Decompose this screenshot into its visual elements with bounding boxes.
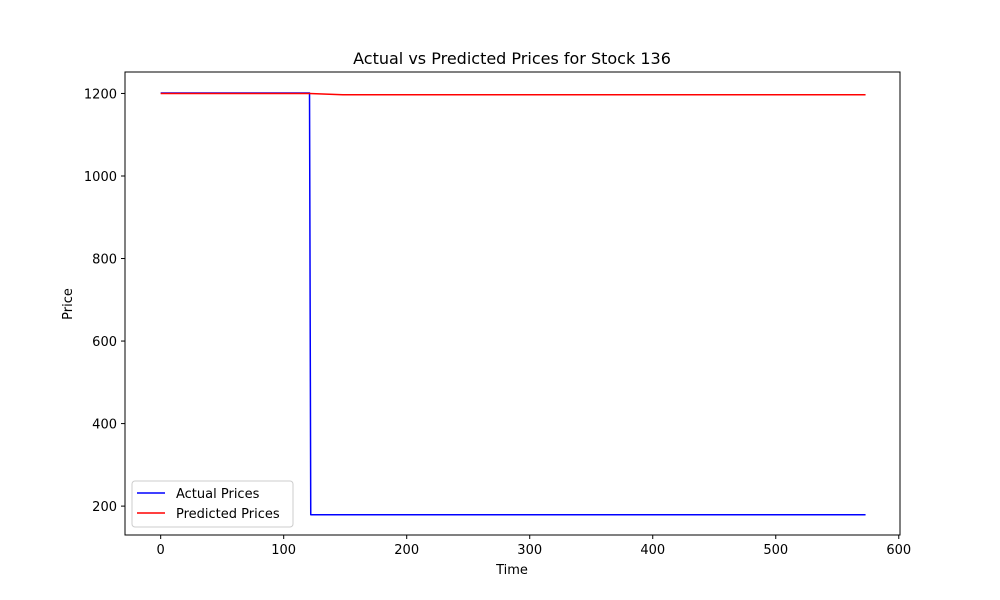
series-line-predicted-prices: [160, 92, 866, 96]
x-axis-ticks: 0 100 200 300 400 500 600: [157, 535, 911, 558]
x-axis-label: Time: [495, 563, 528, 578]
legend-label-actual: Actual Prices: [176, 487, 260, 502]
y-tick-label: 1000: [84, 170, 117, 185]
series-lines: [160, 92, 866, 516]
x-tick-label: 200: [394, 543, 419, 558]
y-tick-label: 600: [92, 335, 117, 350]
x-tick-label: 300: [517, 543, 542, 558]
legend-label-predicted: Predicted Prices: [176, 507, 280, 522]
legend-box: [131, 480, 294, 528]
y-tick-label: 200: [92, 500, 117, 515]
chart-title: Actual vs Predicted Prices for Stock 136: [353, 49, 671, 68]
plot-frame: [124, 71, 901, 536]
x-tick-label: 500: [763, 543, 788, 558]
plot-area: 0 100 200 300 400 500 600 200 400 600 800 1000 1200: [84, 71, 911, 558]
y-axis-label: Price: [61, 288, 76, 320]
x-tick-label: 400: [640, 543, 665, 558]
y-tick-label: 1200: [84, 87, 117, 102]
y-tick-label: 400: [92, 418, 117, 433]
x-tick-label: 600: [886, 543, 911, 558]
x-tick-label: 100: [271, 543, 296, 558]
x-tick-label: 0: [157, 543, 165, 558]
legend: Actual Prices Predicted Prices: [131, 480, 294, 528]
y-tick-label: 800: [92, 253, 117, 268]
y-axis-ticks: 200 400 600 800 1000 1200: [84, 87, 125, 515]
